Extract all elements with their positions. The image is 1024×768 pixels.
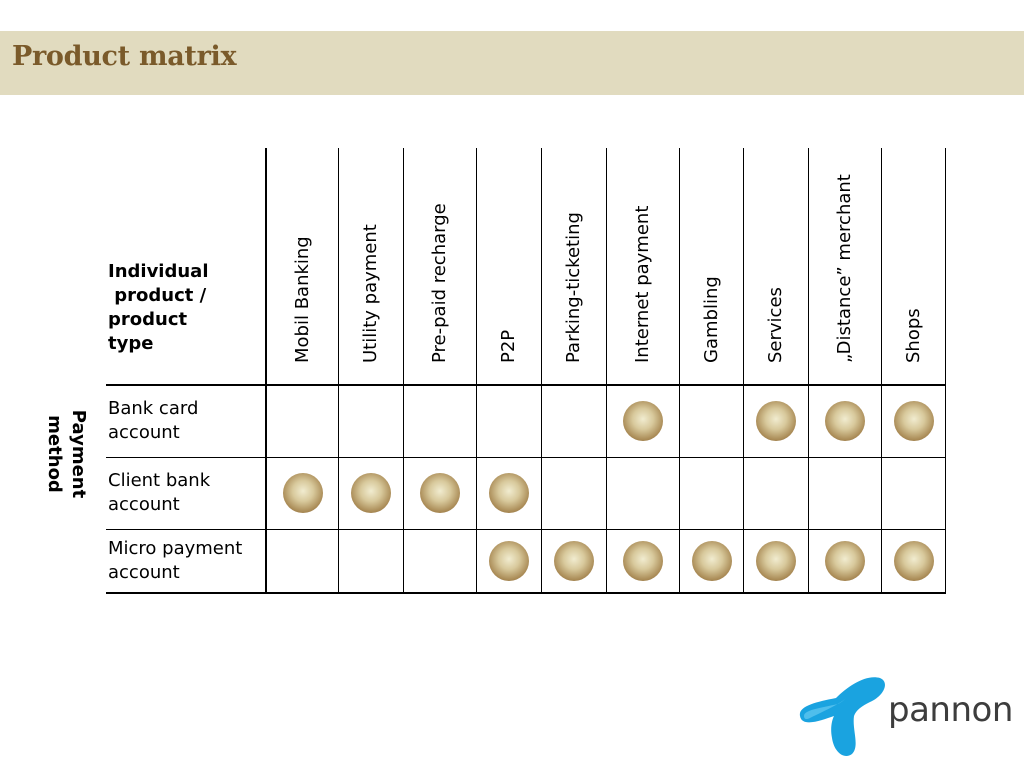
availability-dot-icon: [623, 401, 663, 442]
matrix-row: Client bank account: [106, 457, 946, 530]
availability-dot-icon: [623, 540, 663, 581]
matrix-cell: [743, 529, 809, 594]
matrix-cell: [476, 457, 542, 530]
matrix-cell: [265, 385, 339, 458]
matrix-cell: [403, 385, 477, 458]
matrix-cell: [808, 457, 882, 530]
column-header-internet-payment: Internet payment: [606, 148, 680, 386]
availability-dot-icon: [351, 473, 391, 513]
availability-dot-icon: [893, 540, 934, 581]
row-header: Bank card account: [106, 385, 267, 458]
title-bar: Product matrix: [0, 31, 1024, 95]
header-row: Individual product / product type Mobil …: [106, 148, 946, 386]
matrix-cell: [743, 385, 809, 458]
availability-dot-icon: [282, 473, 323, 513]
column-label: Parking-ticketing: [563, 212, 584, 363]
column-label: Services: [765, 287, 786, 363]
column-header-utility-payment: Utility payment: [338, 148, 404, 386]
row-header: Client bank account: [106, 457, 267, 530]
matrix-cell: [881, 385, 946, 458]
column-label: Gambling: [700, 276, 722, 363]
availability-dot-icon: [756, 540, 796, 581]
corner-header: Individual product / product type: [106, 148, 267, 386]
matrix-row: Micro payment account: [106, 529, 946, 594]
column-header-shops: Shops: [881, 148, 946, 386]
pannon-logo-icon: [799, 677, 885, 757]
matrix-cell: [808, 385, 882, 458]
matrix-cell: [541, 529, 607, 594]
availability-dot-icon: [489, 473, 529, 513]
logo-text: pannon: [888, 690, 1013, 730]
column-header-services: Services: [743, 148, 809, 386]
matrix-cell: [265, 529, 339, 594]
availability-dot-icon: [825, 540, 865, 581]
column-header-p2p: P2P: [476, 148, 542, 386]
matrix-cell: [808, 529, 882, 594]
availability-dot-icon: [756, 401, 796, 442]
matrix-body: Bank card account Client bank account Micr…: [106, 385, 946, 594]
matrix-cell: [679, 529, 744, 594]
column-label: Shops: [902, 308, 924, 363]
column-label: P2P: [498, 329, 519, 363]
corner-label: Individual product / product type: [108, 261, 209, 354]
availability-dot-icon: [420, 473, 460, 513]
column-header-gambling: Gambling: [679, 148, 744, 386]
row-header: Micro payment account: [106, 529, 267, 594]
availability-dot-icon: [691, 540, 732, 581]
pannon-logo: pannon: [796, 672, 1013, 760]
matrix-cell: [679, 457, 744, 530]
availability-dot-icon: [489, 540, 529, 581]
availability-dot-icon: [825, 401, 865, 442]
matrix-cell: [265, 457, 339, 530]
column-label: Utility payment: [360, 224, 381, 363]
matrix-cell: [881, 457, 946, 530]
matrix-cell: [403, 529, 477, 594]
column-label: „Distance” merchant: [834, 174, 855, 363]
column-label: Pre-paid recharge: [429, 203, 450, 363]
column-label: Mobil Banking: [291, 236, 313, 363]
axis-label-text: Payment method: [44, 409, 89, 499]
matrix-cell: [606, 529, 680, 594]
column-header-pre-paid-recharge: Pre-paid recharge: [403, 148, 477, 386]
column-header-mobil-banking: Mobil Banking: [265, 148, 339, 386]
matrix-cell: [881, 529, 946, 594]
matrix-cell: [338, 529, 404, 594]
matrix-cell: [403, 457, 477, 530]
matrix-cell: [338, 385, 404, 458]
column-header-parking-ticketing: Parking-ticketing: [541, 148, 607, 386]
matrix-cell: [743, 457, 809, 530]
page-title: Product matrix: [12, 41, 237, 72]
column-label: Internet payment: [632, 205, 653, 363]
column-header-distance-merchant: „Distance” merchant: [808, 148, 882, 386]
matrix-cell: [606, 385, 680, 458]
availability-dot-icon: [554, 540, 594, 581]
matrix-cell: [541, 457, 607, 530]
matrix-cell: [541, 385, 607, 458]
availability-dot-icon: [893, 401, 934, 442]
matrix-cell: [476, 385, 542, 458]
matrix-row: Bank card account: [106, 385, 946, 458]
matrix-cell: [338, 457, 404, 530]
matrix-cell: [476, 529, 542, 594]
matrix-cell: [679, 385, 744, 458]
payment-method-axis-label: Payment method: [38, 404, 94, 504]
product-matrix-table: Individual product / product type Mobil …: [106, 148, 946, 594]
matrix-cell: [606, 457, 680, 530]
